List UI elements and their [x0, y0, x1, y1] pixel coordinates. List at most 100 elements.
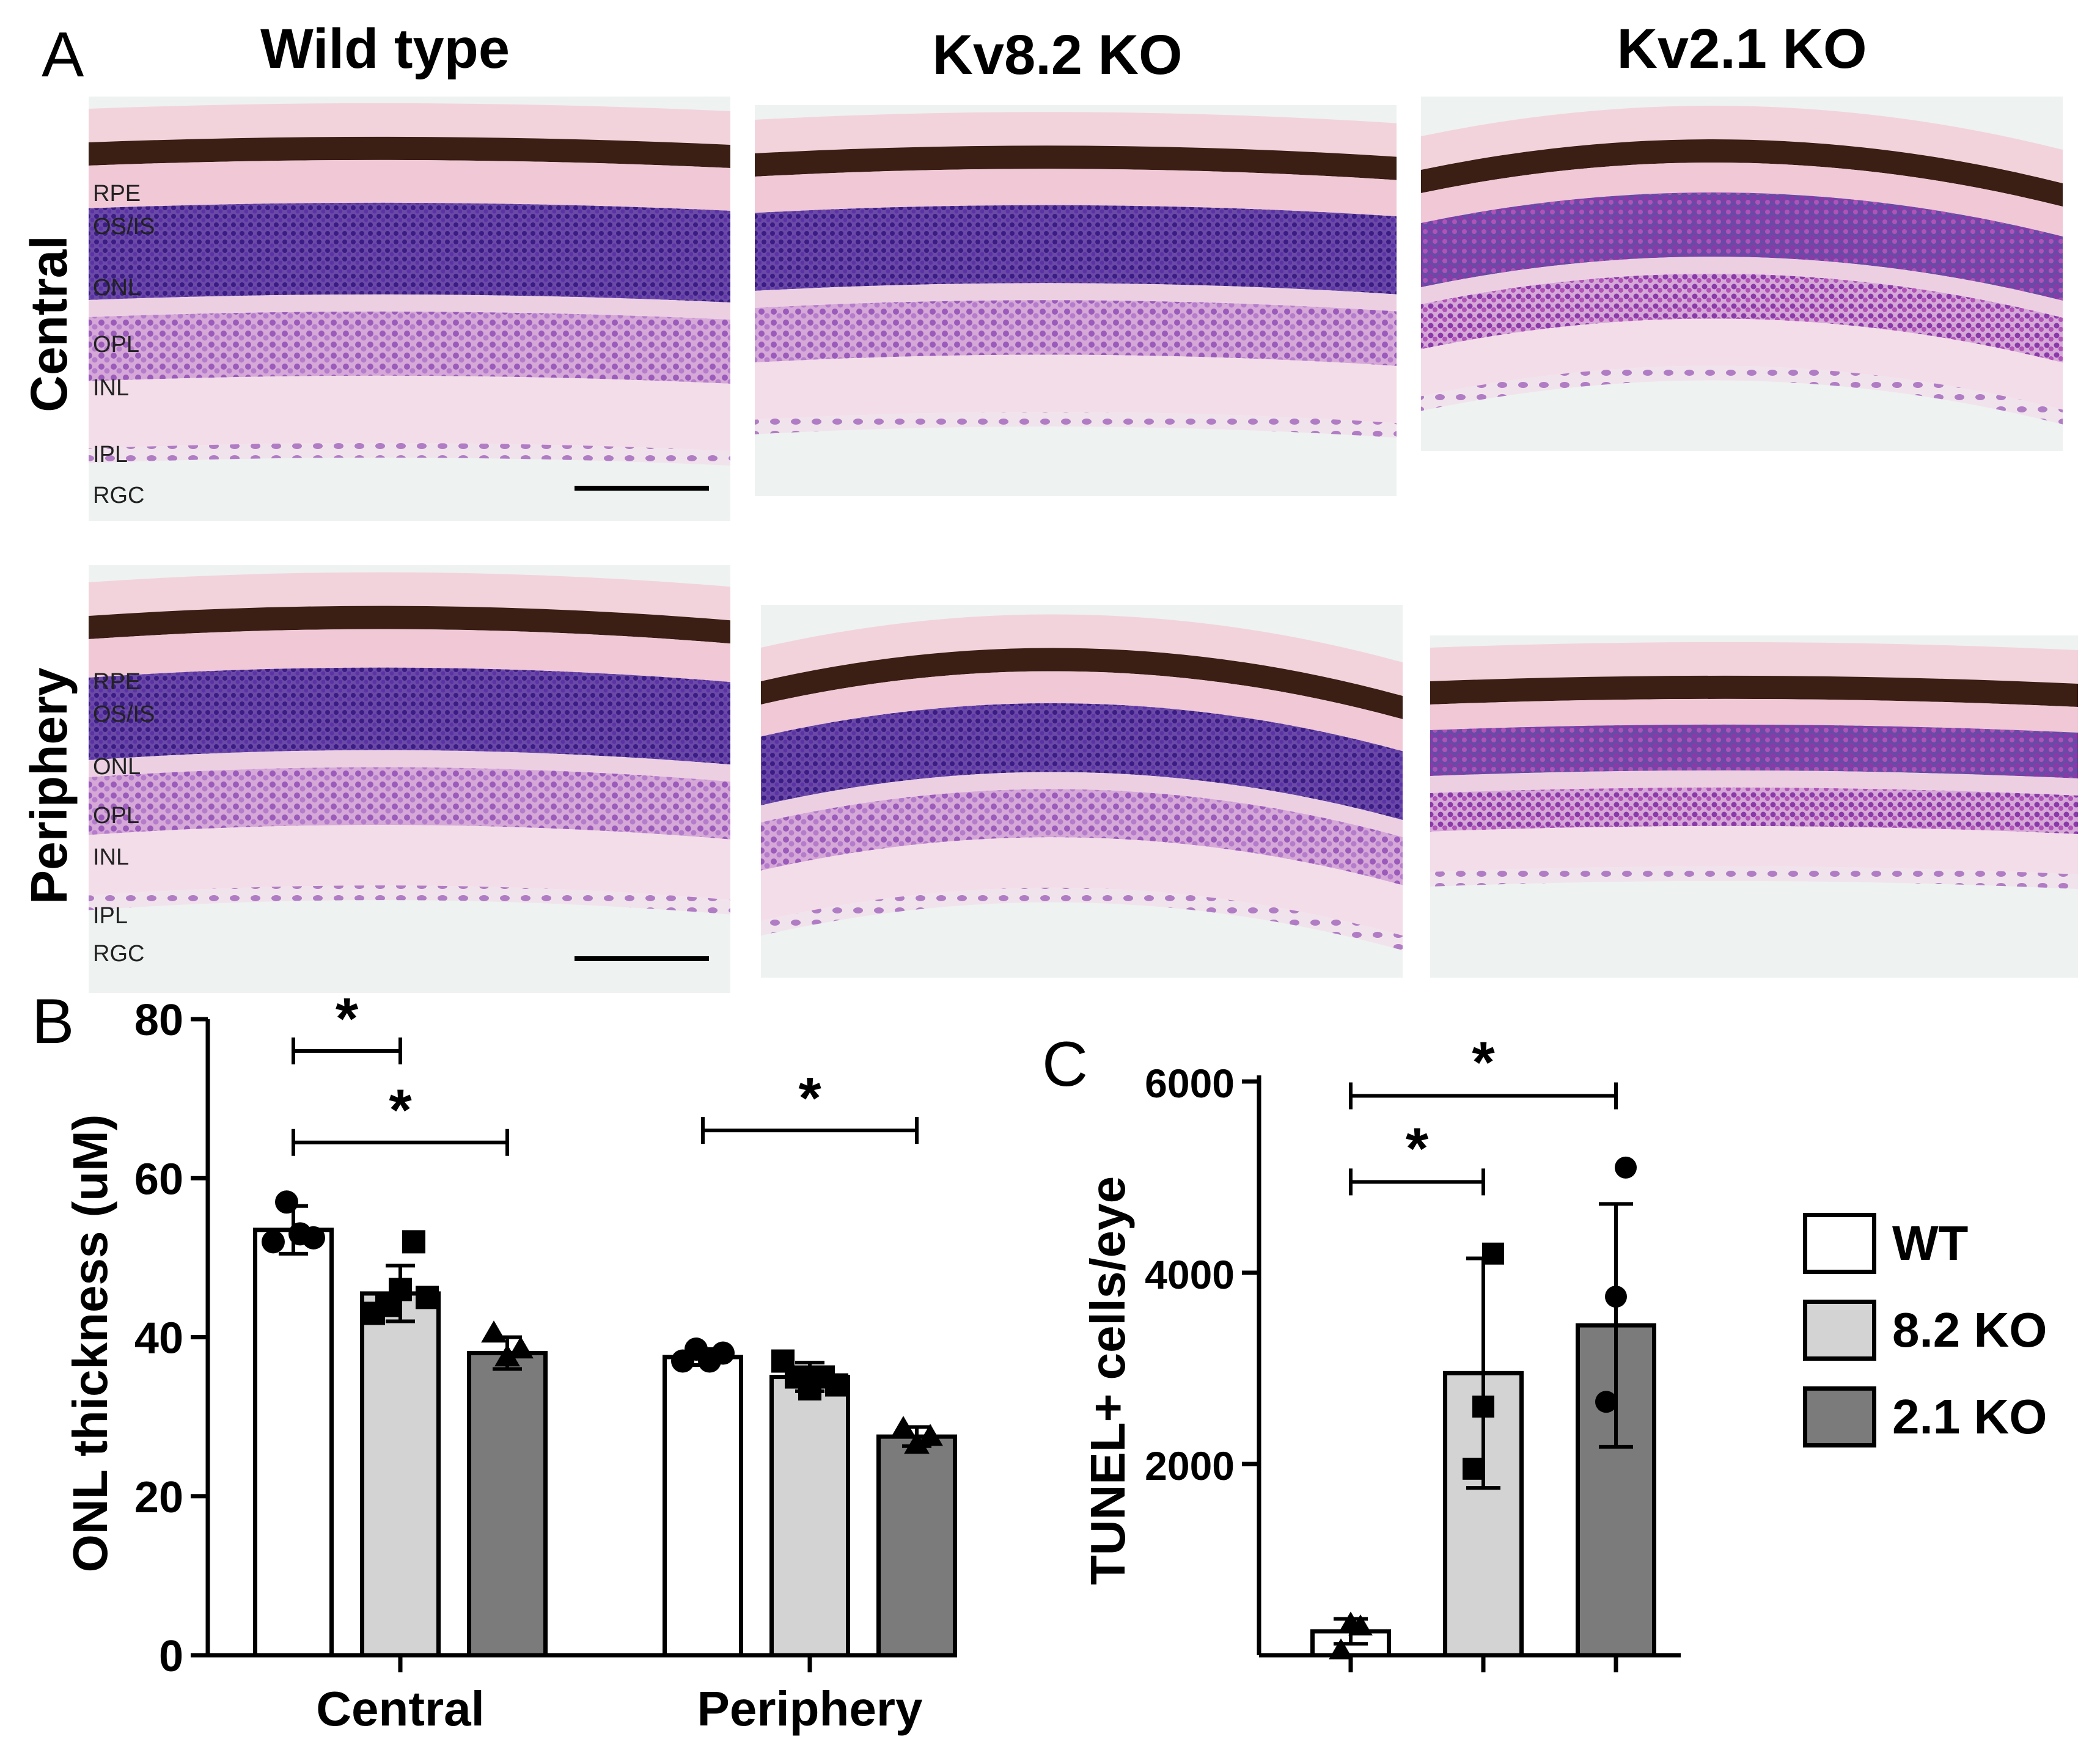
data-point	[402, 1230, 425, 1254]
legend-swatch-8-2-ko	[1803, 1300, 1876, 1361]
opl-band	[89, 750, 730, 782]
rgc-band	[89, 885, 730, 915]
micrograph-kv21-central	[1421, 97, 2063, 451]
significance-asterisk: *	[798, 1066, 821, 1131]
opl-band	[89, 294, 730, 320]
panel-b-letter: B	[32, 986, 75, 1057]
rpe-band	[89, 606, 730, 644]
layer-label-onl: ONL	[93, 754, 141, 780]
micrograph-wt-central	[89, 97, 730, 521]
legend-swatch-2-1-ko	[1803, 1386, 1876, 1447]
inl-band	[1430, 787, 2078, 834]
bar-8-2-ko-periphery	[769, 1375, 850, 1658]
rgc-band	[1421, 365, 2063, 425]
rpe-band	[1430, 675, 2078, 707]
data-point	[416, 1286, 439, 1309]
layer-label-inl: INL	[93, 375, 130, 401]
inl-band	[89, 311, 730, 384]
scale-bar-periphery	[575, 956, 709, 961]
y-tick-label: 4000	[1145, 1252, 1235, 1297]
significance-asterisk: *	[336, 990, 359, 1052]
layer-label-rpe: RPE	[93, 181, 141, 207]
significance-asterisk: *	[1406, 1116, 1429, 1181]
rgc-band	[755, 412, 1397, 438]
sclera-band	[89, 103, 730, 145]
layer-label-onl: ONL	[93, 275, 141, 301]
data-point	[1463, 1457, 1485, 1480]
legend-item-wt: WT	[1803, 1213, 2047, 1274]
sclera-band	[1421, 106, 2063, 183]
legend-label-2-1-ko: 2.1 KO	[1892, 1389, 2047, 1444]
photoreceptor-segment-band	[755, 169, 1397, 217]
layer-label-opl: OPL	[93, 332, 140, 357]
photoreceptor-segment-band	[1421, 163, 2063, 236]
layer-label-os-is: OS/IS	[93, 214, 155, 240]
sclera-band	[755, 112, 1397, 157]
data-point	[917, 1424, 943, 1446]
legend: WT 8.2 KO 2.1 KO	[1803, 1213, 2047, 1447]
inl-band	[755, 300, 1397, 366]
onl-band	[761, 703, 1403, 820]
micrograph-kv21-periph	[1430, 635, 2078, 978]
scale-bar-central	[575, 486, 709, 491]
y-tick-label: 20	[134, 1473, 183, 1522]
sclera-band	[1430, 642, 2078, 684]
layer-label-rgc: RGC	[93, 941, 145, 967]
layer-label-ipl: IPL	[93, 442, 128, 467]
onl-band	[1430, 724, 2078, 778]
data-point	[1348, 1614, 1373, 1636]
legend-label-8-2-ko: 8.2 KO	[1892, 1303, 2047, 1357]
y-axis-label: TUNEL+ cells/eye	[1081, 1176, 1135, 1585]
y-tick-label: 2000	[1145, 1443, 1235, 1488]
photoreceptor-segment-band	[761, 671, 1403, 752]
photoreceptor-segment-band	[89, 159, 730, 211]
onl-band	[89, 667, 730, 765]
data-point	[1482, 1242, 1504, 1265]
ipl-band	[89, 375, 730, 451]
micrograph-grid	[89, 97, 2078, 993]
x-tick-label: Central	[316, 1682, 485, 1736]
inl-band	[89, 767, 730, 840]
panel-c-letter: C	[1042, 1029, 1089, 1100]
layer-label-opl: OPL	[93, 803, 140, 829]
rgc-band	[1430, 866, 2078, 889]
ipl-band	[761, 837, 1403, 936]
column-title-kv8-2-ko: Kv8.2 KO	[932, 24, 1183, 86]
rpe-band	[1421, 139, 2063, 207]
data-point	[904, 1432, 930, 1454]
data-point	[275, 1190, 298, 1214]
opl-band	[755, 283, 1397, 312]
x-tick-label: Periphery	[697, 1682, 923, 1736]
data-point	[481, 1320, 507, 1343]
ipl-band	[89, 825, 730, 900]
layer-label-inl: INL	[93, 844, 130, 870]
data-point	[890, 1416, 916, 1438]
legend-swatch-wt	[1803, 1213, 1876, 1274]
data-point	[1595, 1391, 1617, 1413]
photoreceptor-segment-band	[1430, 698, 2078, 733]
legend-item-2-1-ko: 2.1 KO	[1803, 1386, 2047, 1447]
rgc-band	[89, 442, 730, 466]
data-point	[1472, 1396, 1494, 1418]
ipl-band	[755, 354, 1397, 423]
y-tick-label: 0	[159, 1632, 183, 1681]
rpe-band	[89, 136, 730, 168]
y-tick-label: 80	[134, 996, 183, 1045]
layer-label-rgc: RGC	[93, 483, 145, 508]
onl-thickness-chart: 0 20 40 60 80 ONL thickness (uM) Central Periph…	[63, 990, 957, 1736]
sclera-band	[761, 614, 1403, 696]
onl-band	[89, 202, 730, 302]
data-point	[494, 1344, 520, 1367]
bar-8-2-ko-central	[360, 1291, 441, 1658]
data-point	[262, 1230, 285, 1254]
bar-wt-periphery	[663, 1355, 743, 1658]
column-title-kv2-1-ko: Kv2.1 KO	[1617, 18, 1867, 80]
micrograph-kv82-central	[755, 105, 1397, 496]
layer-label-rpe: RPE	[93, 669, 141, 695]
significance-asterisk: *	[1472, 1030, 1495, 1095]
tunel-chart: 2000 4000 6000 TUNEL+ cells/eye * *	[1081, 1030, 1681, 1672]
legend-label-wt: WT	[1892, 1216, 1969, 1270]
data-point	[825, 1373, 848, 1397]
y-axis-label: ONL thickness (uM)	[63, 1114, 117, 1573]
legend-item-8-2-ko: 8.2 KO	[1803, 1300, 2047, 1361]
